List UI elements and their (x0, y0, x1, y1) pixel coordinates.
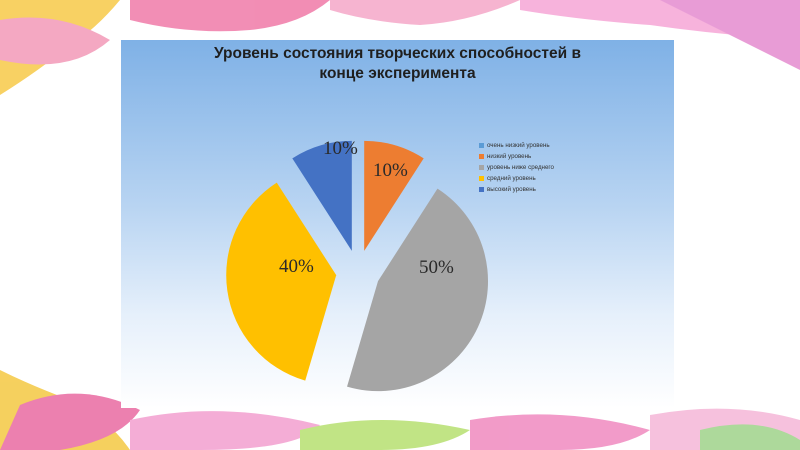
legend-label: средний уровень (487, 175, 536, 182)
pie-slice (364, 140, 424, 251)
chart-title-line: конце эксперимента (319, 65, 476, 82)
pie-slice (347, 188, 489, 392)
pie-data-label: 10% (323, 138, 358, 159)
legend-label: очень низкий уровень (487, 142, 550, 149)
legend-item: низкий уровень (479, 151, 589, 162)
pie-data-label: 10% (373, 160, 408, 181)
pie-slice (226, 182, 337, 381)
legend-swatch (479, 165, 484, 170)
legend-label: уровень ниже среднего (487, 164, 554, 171)
legend-item: высокий уровень (479, 184, 589, 195)
legend-item: очень низкий уровень (479, 140, 589, 151)
chart-title-line: Уровень состояния творческих способносте… (213, 45, 581, 62)
pie-slice (292, 140, 352, 251)
pie-data-label: 40% (279, 256, 314, 277)
pie-chart: 10% 50% 40% 10% (226, 138, 489, 392)
legend-swatch (479, 176, 484, 181)
legend-item: уровень ниже среднего (479, 162, 589, 173)
legend-swatch (479, 154, 484, 159)
chart-title: Уровень состояния творческих способносте… (121, 44, 674, 84)
pie-data-label: 50% (419, 257, 454, 278)
chart-panel: Уровень состояния творческих способносте… (121, 40, 674, 408)
legend-swatch (479, 143, 484, 148)
legend-label: высокий уровень (487, 186, 536, 193)
legend-label: низкий уровень (487, 153, 532, 160)
legend-swatch (479, 187, 484, 192)
legend-item: средний уровень (479, 173, 589, 184)
chart-legend: очень низкий уровень низкий уровень уровен… (479, 140, 589, 195)
